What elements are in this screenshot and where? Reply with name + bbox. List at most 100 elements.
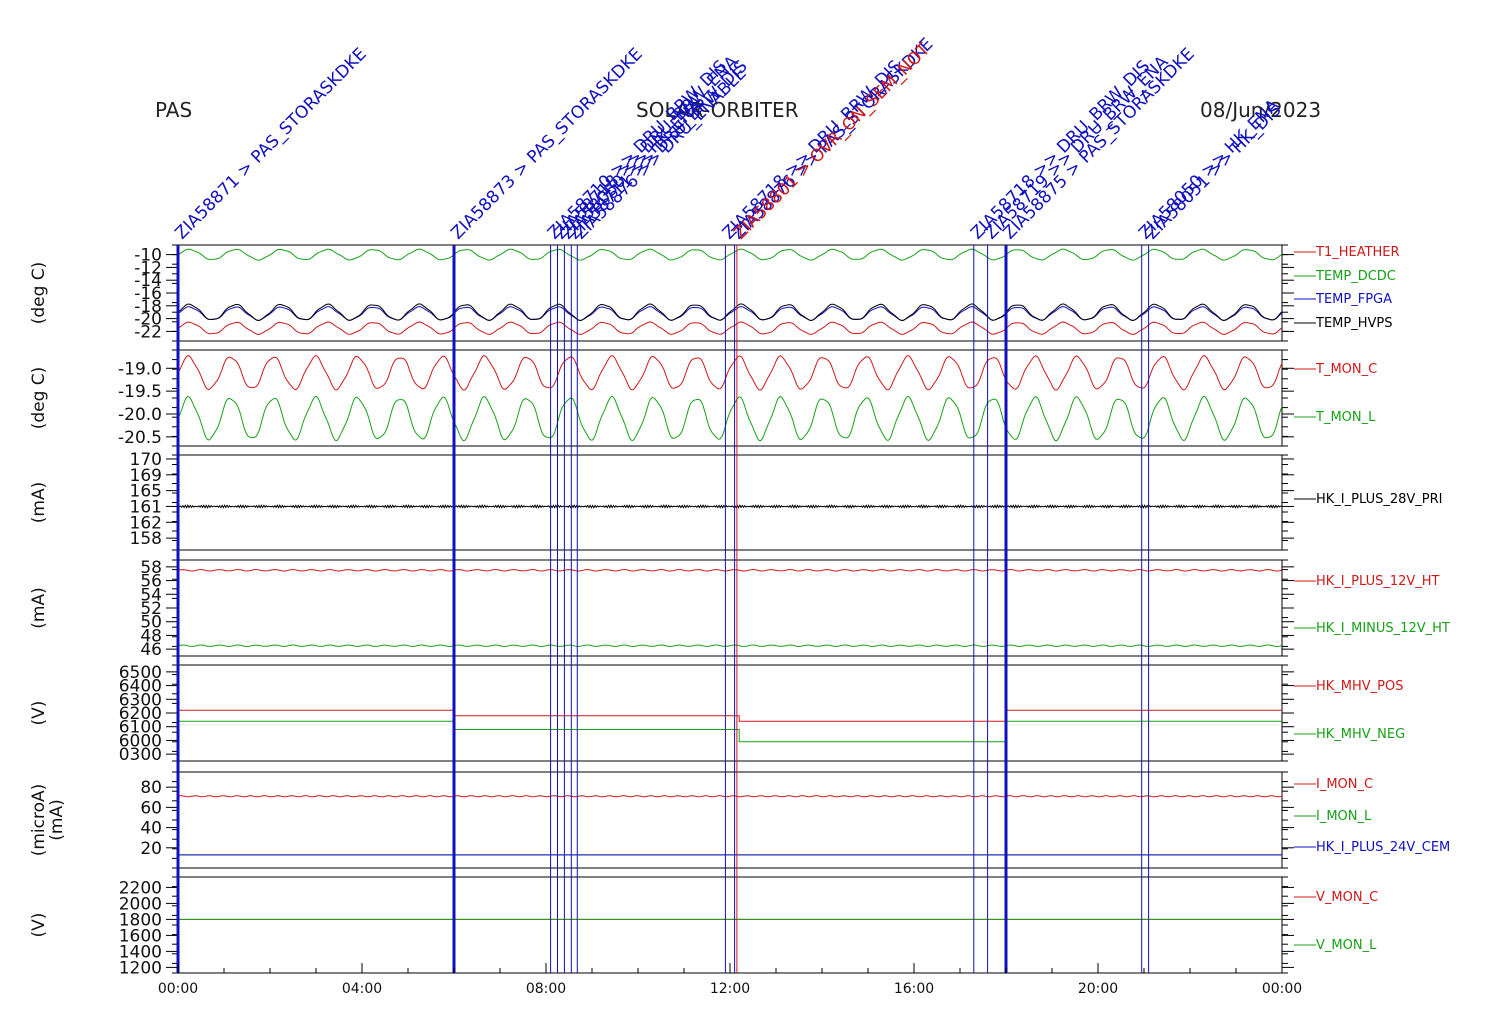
y-tick-label: 6300 xyxy=(119,690,162,710)
series-line-temp-dcdc xyxy=(177,248,1283,261)
y-tick-label: 60 xyxy=(140,798,162,818)
header-center: SOLAR-ORBITER xyxy=(636,98,799,122)
x-tick-label: 08:00 xyxy=(526,981,566,997)
y-tick-label: 56 xyxy=(140,572,162,592)
y-tick-label: 58 xyxy=(140,558,162,578)
y-tick-label: 6100 xyxy=(119,718,162,738)
y-tick-label: 2200 xyxy=(119,878,162,898)
event-label: ZIA58871 > PAS_STORASKDKE xyxy=(171,44,370,243)
y-tick-label: 170 xyxy=(130,450,162,470)
legend-label: T_MON_L xyxy=(1315,410,1376,425)
event-label: ZIA58719 >> DRU_BRW_ENA xyxy=(981,52,1173,244)
x-tick-label: 16:00 xyxy=(894,981,934,997)
y-tick-label: 161 xyxy=(130,497,162,517)
y-tick-label: 158 xyxy=(130,529,162,549)
events-group: ZIA58871 > PAS_STORASKDKE ZIA58873 > PAS_… xyxy=(171,34,1286,973)
panel-frame xyxy=(177,244,1283,342)
y-tick-label: -12 xyxy=(134,258,162,278)
legend-label: TEMP_HVPS xyxy=(1315,316,1392,331)
y-tick-label: 6000 xyxy=(119,731,162,751)
x-axis: 00:00 04:00 08:00 12:00 16:00 20:00 00:00 xyxy=(158,963,1302,997)
series-line-hk-i-minus-12v-ht xyxy=(177,644,1283,648)
y-tick-label: 46 xyxy=(140,640,162,660)
series-line-t-mon-l xyxy=(177,395,1283,442)
x-tick-label: 04:00 xyxy=(342,981,382,997)
y-tick-label: -20.5 xyxy=(118,428,162,448)
y-tick-label: 1800 xyxy=(119,910,162,930)
legend-label: HK_MHV_NEG xyxy=(1316,727,1405,742)
panel-frame xyxy=(177,771,1283,869)
legend-label: TEMP_DCDC xyxy=(1315,269,1396,284)
y-tick-label: -19.0 xyxy=(118,359,162,379)
y-tick-label: 1600 xyxy=(119,926,162,946)
x-tick-label: 00:00 xyxy=(1262,981,1302,997)
y-tick-label: 6200 xyxy=(119,704,162,724)
panels-group: -10-12-14-16-18-20-22 (deg C) T1_HEATHER TE… xyxy=(29,244,1450,978)
y-axis-label: (microA) xyxy=(29,784,49,857)
event-label: ZIA58801 > OVR_ON_SEM_NOT xyxy=(730,39,934,243)
event-label: ZIA58873 > PAS_STORASKDKE xyxy=(447,44,646,243)
panel-frame xyxy=(177,664,1283,762)
legend-label: I_MON_C xyxy=(1316,777,1373,792)
panel-frame xyxy=(177,454,1283,551)
y-axis-label: (V) xyxy=(29,913,49,938)
legend-label: HK_I_PLUS_28V_PRI xyxy=(1316,492,1442,507)
y-tick-label: -20 xyxy=(134,310,162,330)
y-tick-label: 6500 xyxy=(119,663,162,683)
y-tick-label: 48 xyxy=(140,626,162,646)
y-axis-label: (mA) xyxy=(29,482,49,523)
y-tick-label: -20.0 xyxy=(118,405,162,425)
y-tick-label: -19.5 xyxy=(118,382,162,402)
x-tick-label: 12:00 xyxy=(710,981,750,997)
legend-label: I_MON_L xyxy=(1316,809,1372,824)
panel-frame xyxy=(177,559,1283,657)
y-tick-label: 2000 xyxy=(119,894,162,914)
x-tick-label: 00:00 xyxy=(158,981,198,997)
panel-2: -19.0 -19.5 -20.0 -20.5 (deg C) T_MON_C T_MON_… xyxy=(29,349,1377,448)
legend-label: HK_I_PLUS_24V_CEM xyxy=(1316,840,1450,855)
series-line-hk-i-plus-12v-ht xyxy=(177,568,1283,572)
y-tick-label: -14 xyxy=(134,271,162,291)
y-tick-label: 0300 xyxy=(119,745,162,765)
y-axis-label: (V) xyxy=(29,701,49,726)
y-tick-label: 54 xyxy=(140,585,162,605)
y-axis-label: (mA) xyxy=(29,587,49,628)
y-tick-label: -22 xyxy=(134,322,162,342)
series-line-i-mon-c xyxy=(177,795,1283,798)
series-line-t1-heather xyxy=(177,321,1283,335)
legend-label: HK_MHV_POS xyxy=(1316,679,1404,694)
y-tick-label: 165 xyxy=(130,482,162,502)
series-line-hk-mhv-neg xyxy=(178,720,1282,743)
y-tick-label: 20 xyxy=(140,839,162,859)
header-left: PAS xyxy=(155,98,192,122)
panel-frame xyxy=(177,876,1283,974)
legend-label: V_MON_C xyxy=(1316,890,1378,905)
series-line-t-mon-c xyxy=(177,355,1283,391)
legend-label: TEMP_FPGA xyxy=(1315,292,1392,307)
y-tick-label: 1200 xyxy=(119,958,162,978)
y-axis-label: (deg C) xyxy=(29,262,49,325)
series-line-hk-mhv-pos xyxy=(178,709,1282,722)
y-tick-label: 169 xyxy=(130,466,162,486)
header-right: 08/Jun/2023 xyxy=(1200,98,1321,122)
y-tick-label: -10 xyxy=(134,246,162,266)
y-axis-label: (deg C) xyxy=(29,367,49,430)
x-tick-label: 20:00 xyxy=(1078,981,1118,997)
y-tick-label: 6400 xyxy=(119,677,162,697)
y-tick-label: 52 xyxy=(140,599,162,619)
legend-label: T_MON_C xyxy=(1315,362,1377,377)
panel-frame xyxy=(177,349,1283,447)
y-tick-label: -16 xyxy=(134,284,162,304)
legend-label: V_MON_L xyxy=(1316,938,1377,953)
y-axis-label-2: (mA) xyxy=(47,799,67,840)
y-tick-label: 1400 xyxy=(119,942,162,962)
legend-label: HK_I_MINUS_12V_HT xyxy=(1316,621,1450,636)
y-tick-label: 80 xyxy=(140,778,162,798)
series-line-temp-fpga xyxy=(177,306,1283,321)
legend-label: T1_HEATHER xyxy=(1315,245,1400,260)
